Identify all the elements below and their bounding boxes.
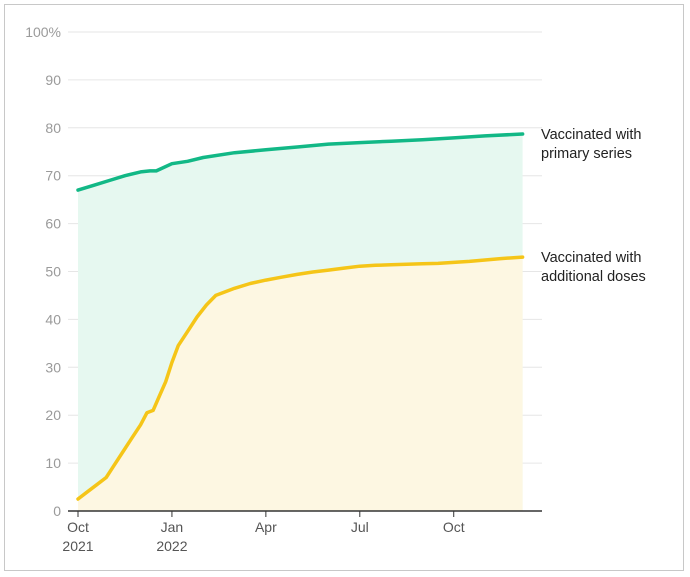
series-label-line: primary series bbox=[541, 146, 632, 162]
x-tick-year-label: 2022 bbox=[156, 538, 187, 554]
y-tick-label: 50 bbox=[45, 264, 61, 280]
x-tick-label: Oct bbox=[67, 519, 89, 535]
y-tick-label: 10 bbox=[45, 455, 61, 471]
y-tick-label: 0 bbox=[53, 503, 61, 519]
x-tick-year-label: 2021 bbox=[62, 538, 93, 554]
y-tick-label: 90 bbox=[45, 72, 61, 88]
y-tick-label: 100% bbox=[25, 24, 61, 40]
series-area-1 bbox=[78, 257, 523, 511]
x-tick-label: Oct bbox=[443, 519, 465, 535]
series-line-1 bbox=[76, 255, 525, 501]
y-tick-label: 30 bbox=[45, 359, 61, 375]
series-label-1: Vaccinated with additional doses bbox=[541, 250, 646, 285]
x-tick-label: Jul bbox=[351, 519, 369, 535]
series-line-0 bbox=[76, 132, 525, 192]
x-tick-label: Apr bbox=[255, 519, 277, 535]
x-tick-label: Jan bbox=[161, 519, 184, 535]
y-tick-label: 20 bbox=[45, 407, 61, 423]
y-tick-label: 40 bbox=[45, 311, 61, 327]
line-layer bbox=[76, 132, 525, 501]
y-tick-label: 70 bbox=[45, 168, 61, 184]
axis-layer: 0 10 20 30 40 50 60 70 80 90 100% Oct 2021 Jan 2022 Apr… bbox=[25, 24, 542, 554]
series-label-line: additional doses bbox=[541, 269, 646, 285]
series-label-0: Vaccinated with primary series bbox=[541, 127, 641, 162]
y-tick-label: 60 bbox=[45, 216, 61, 232]
series-label-line: Vaccinated with bbox=[541, 127, 641, 143]
area-layer bbox=[78, 134, 523, 511]
series-label-line: Vaccinated with bbox=[541, 250, 641, 266]
label-layer: Vaccinated with primary seriesVaccinated … bbox=[541, 127, 646, 285]
y-tick-label: 80 bbox=[45, 120, 61, 136]
